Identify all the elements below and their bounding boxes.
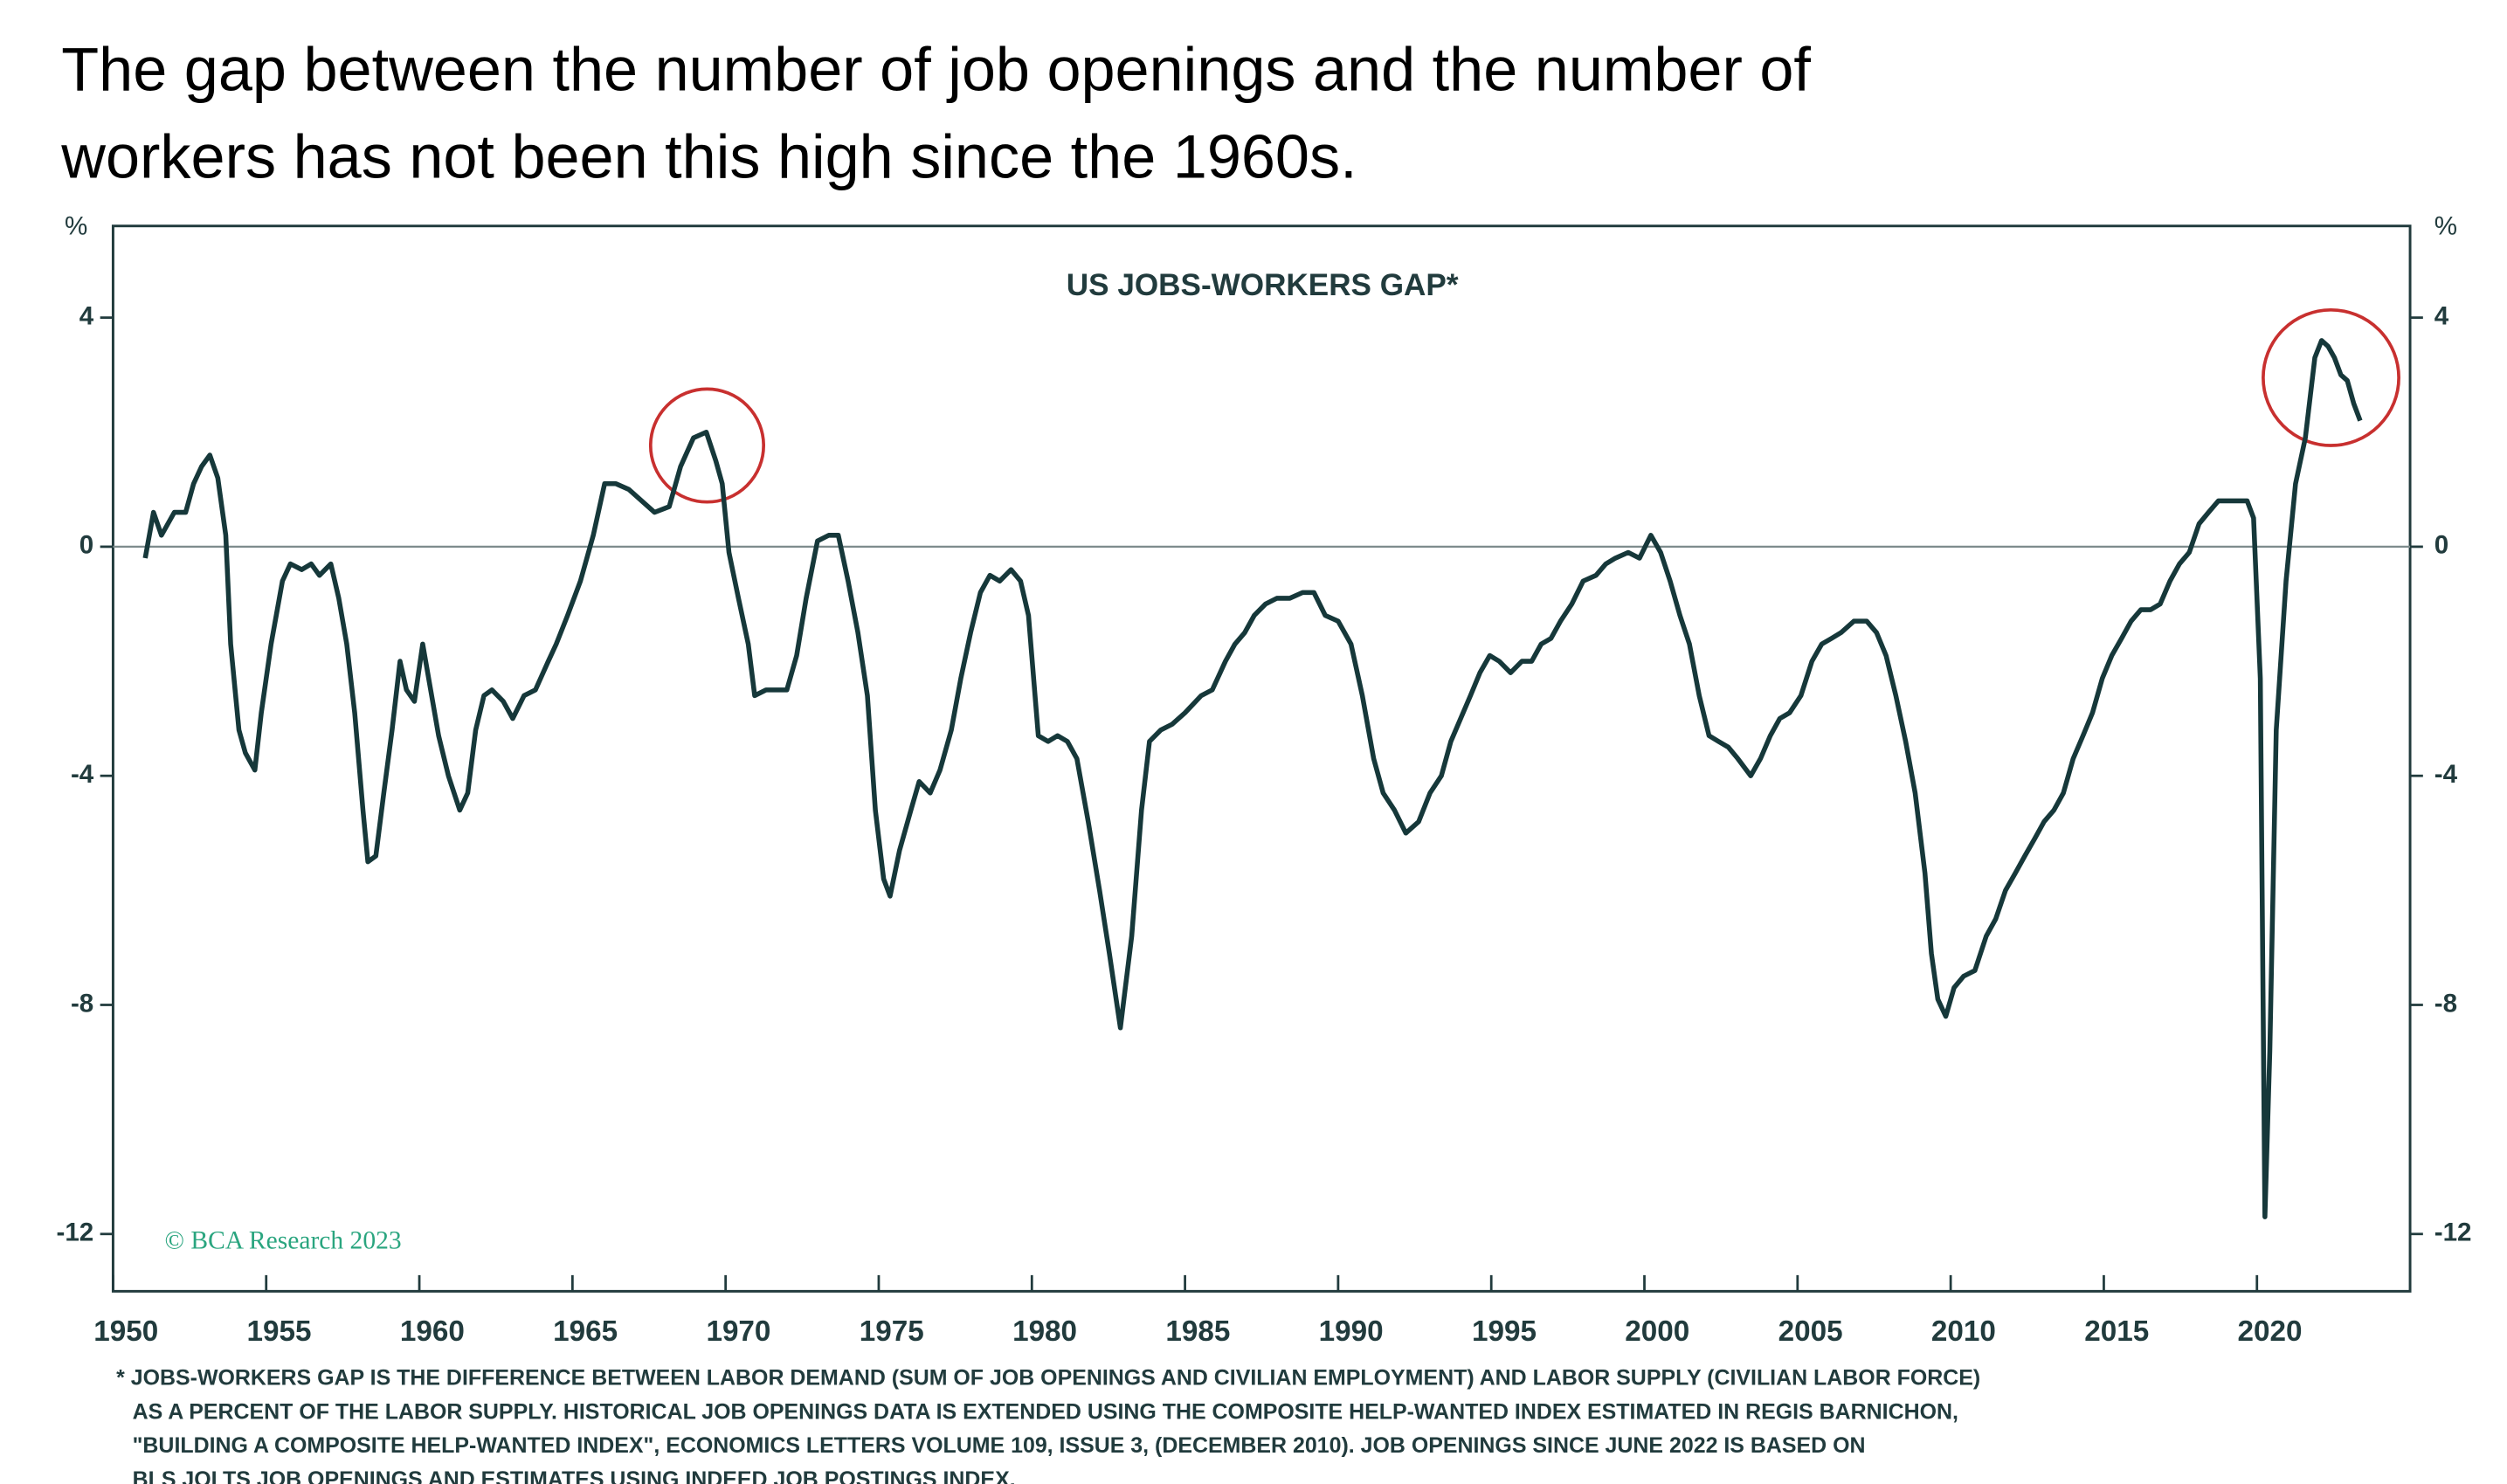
x-tick-label: 2005 [1778,1315,1843,1348]
x-tick-label: 1960 [400,1315,465,1348]
y-tick-label: -12 [57,1218,94,1247]
x-tick-label: 1950 [93,1315,158,1348]
y-tick-label: 0 [79,531,93,560]
x-tick-label: 1990 [1319,1315,1384,1348]
y2-tick-label: -12 [2434,1218,2472,1247]
y2-axis-label: % [2434,211,2457,240]
x-tick-label: 2010 [1931,1315,1996,1348]
x-tick-label: 1980 [1012,1315,1077,1348]
y2-tick-label: 0 [2434,531,2448,560]
x-tick-label: 1995 [1472,1315,1537,1348]
footnote: AS A PERCENT OF THE LABOR SUPPLY. HISTOR… [133,1399,1958,1424]
x-tick-label: 1955 [247,1315,312,1348]
heading: The gap between the number of job openin… [61,34,1811,103]
data-line [142,338,2363,1219]
x-tick-label: 1965 [553,1315,618,1348]
y2-tick-label: 4 [2434,301,2449,330]
highlight-circle [648,387,765,504]
footnote: BLS JOLTS JOB OPENINGS AND ESTIMATES USI… [133,1467,1016,1484]
x-tick-label: 1985 [1165,1315,1230,1348]
y2-tick-label: -8 [2434,989,2457,1018]
footnote: "BUILDING A COMPOSITE HELP-WANTED INDEX"… [133,1433,1866,1458]
x-tick-label: 2000 [1625,1315,1689,1348]
heading: workers has not been this high since the… [60,121,1357,190]
x-tick-label: 2020 [2238,1315,2303,1348]
y-axis-label: % [65,211,87,240]
y-tick-label: 4 [79,301,94,330]
plot-frame [111,224,2412,1293]
footnote: * JOBS-WORKERS GAP IS THE DIFFERENCE BET… [116,1366,1980,1391]
x-tick-label: 1970 [706,1315,770,1348]
highlight-circle [2262,307,2400,447]
x-tick-label: 1975 [860,1315,924,1348]
y-tick-label: -4 [71,760,94,789]
y2-tick-label: -4 [2434,760,2458,789]
watermark: © BCA Research 2023 [165,1227,402,1255]
y-tick-label: -8 [71,989,93,1018]
x-tick-label: 2015 [2084,1315,2149,1348]
chart-title: US JOBS-WORKERS GAP* [1067,268,1459,302]
